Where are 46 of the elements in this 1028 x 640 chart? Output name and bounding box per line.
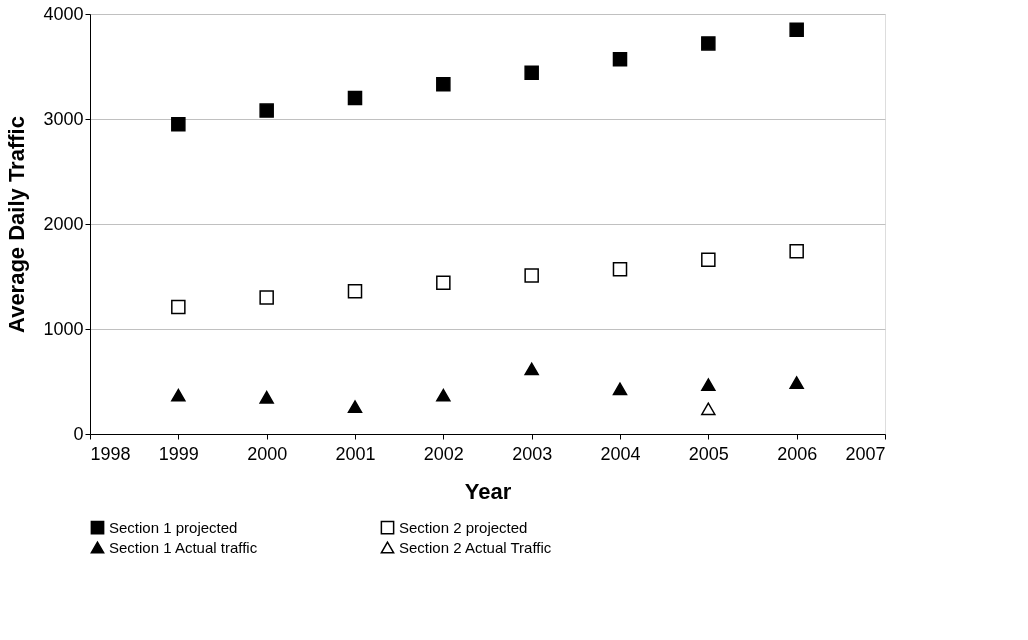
point [347,400,363,414]
point [436,275,451,291]
y-tick-label: 3000 [43,108,84,129]
point [171,299,186,315]
y-tick-label: 0 [73,423,84,444]
point [259,103,274,118]
y-axis-title: Average Daily Traffic [4,116,30,333]
x-tick-label: 1998 [90,443,131,464]
point [789,244,804,259]
x-tick-label: 2005 [688,443,729,464]
point [436,388,451,402]
x-tick-label: 2002 [423,443,464,464]
x-tick-label: 2004 [600,443,641,464]
point [347,283,363,299]
x-tick-label: 2001 [335,443,376,464]
point [259,290,274,305]
point [259,390,274,404]
point [524,268,539,283]
point [524,65,539,81]
point [524,362,539,376]
point [436,77,451,92]
point [701,378,716,392]
x-axis-title: Year [464,478,512,504]
point [612,382,628,396]
y-tick-label: 4000 [43,3,84,24]
legend-label: Section 1 projected [109,518,238,536]
point [171,388,186,402]
point [701,252,716,267]
point [789,376,804,389]
point [701,36,716,51]
x-tick-label: 2006 [777,443,818,464]
y-tick-label: 2000 [43,213,84,234]
legend-label: Section 2 projected [399,518,528,536]
x-tick-label: 1999 [158,443,199,464]
point [612,261,628,277]
point [171,116,186,132]
legend-label: Section 2 Actual Traffic [399,538,552,556]
x-tick-label: 2000 [247,443,288,464]
point [789,22,804,38]
x-tick-label: 2003 [512,443,553,464]
y-tick-label: 1000 [43,318,84,339]
legend-label: Section 1 Actual traffic [109,538,258,556]
point [612,51,628,67]
x-tick-label: 2007 [845,443,886,464]
point [701,402,716,416]
point [347,90,363,106]
